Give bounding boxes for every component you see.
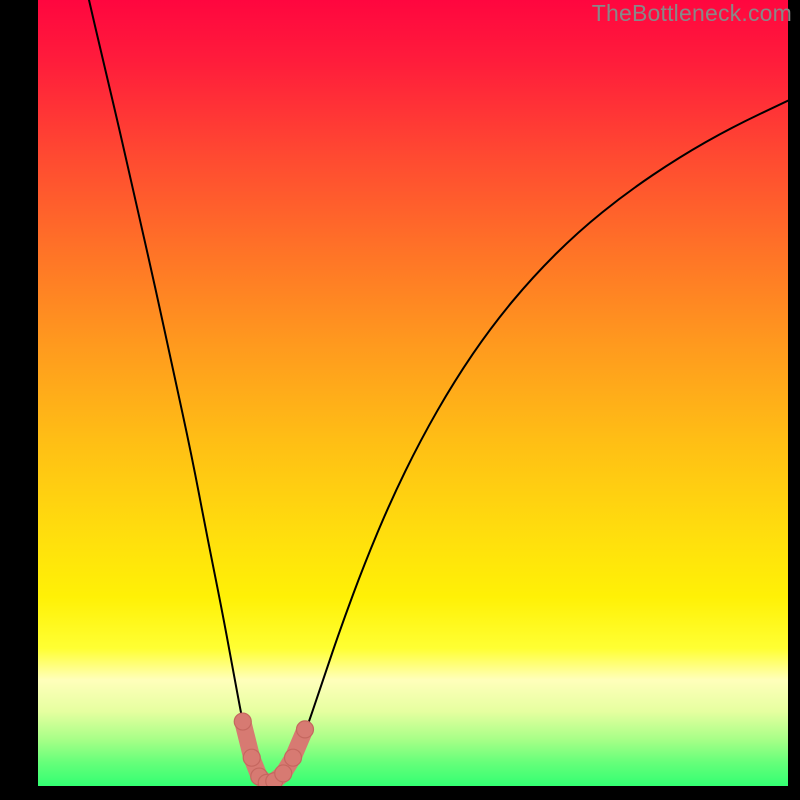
marker-dot	[285, 749, 302, 766]
chart-frame: TheBottleneck.com	[0, 0, 800, 800]
plot-area	[38, 0, 788, 786]
marker-dot	[297, 721, 314, 738]
plot-svg	[38, 0, 788, 786]
marker-dot	[243, 749, 260, 766]
marker-dot	[275, 765, 292, 782]
attribution-label: TheBottleneck.com	[592, 0, 792, 27]
marker-dot	[234, 713, 251, 730]
